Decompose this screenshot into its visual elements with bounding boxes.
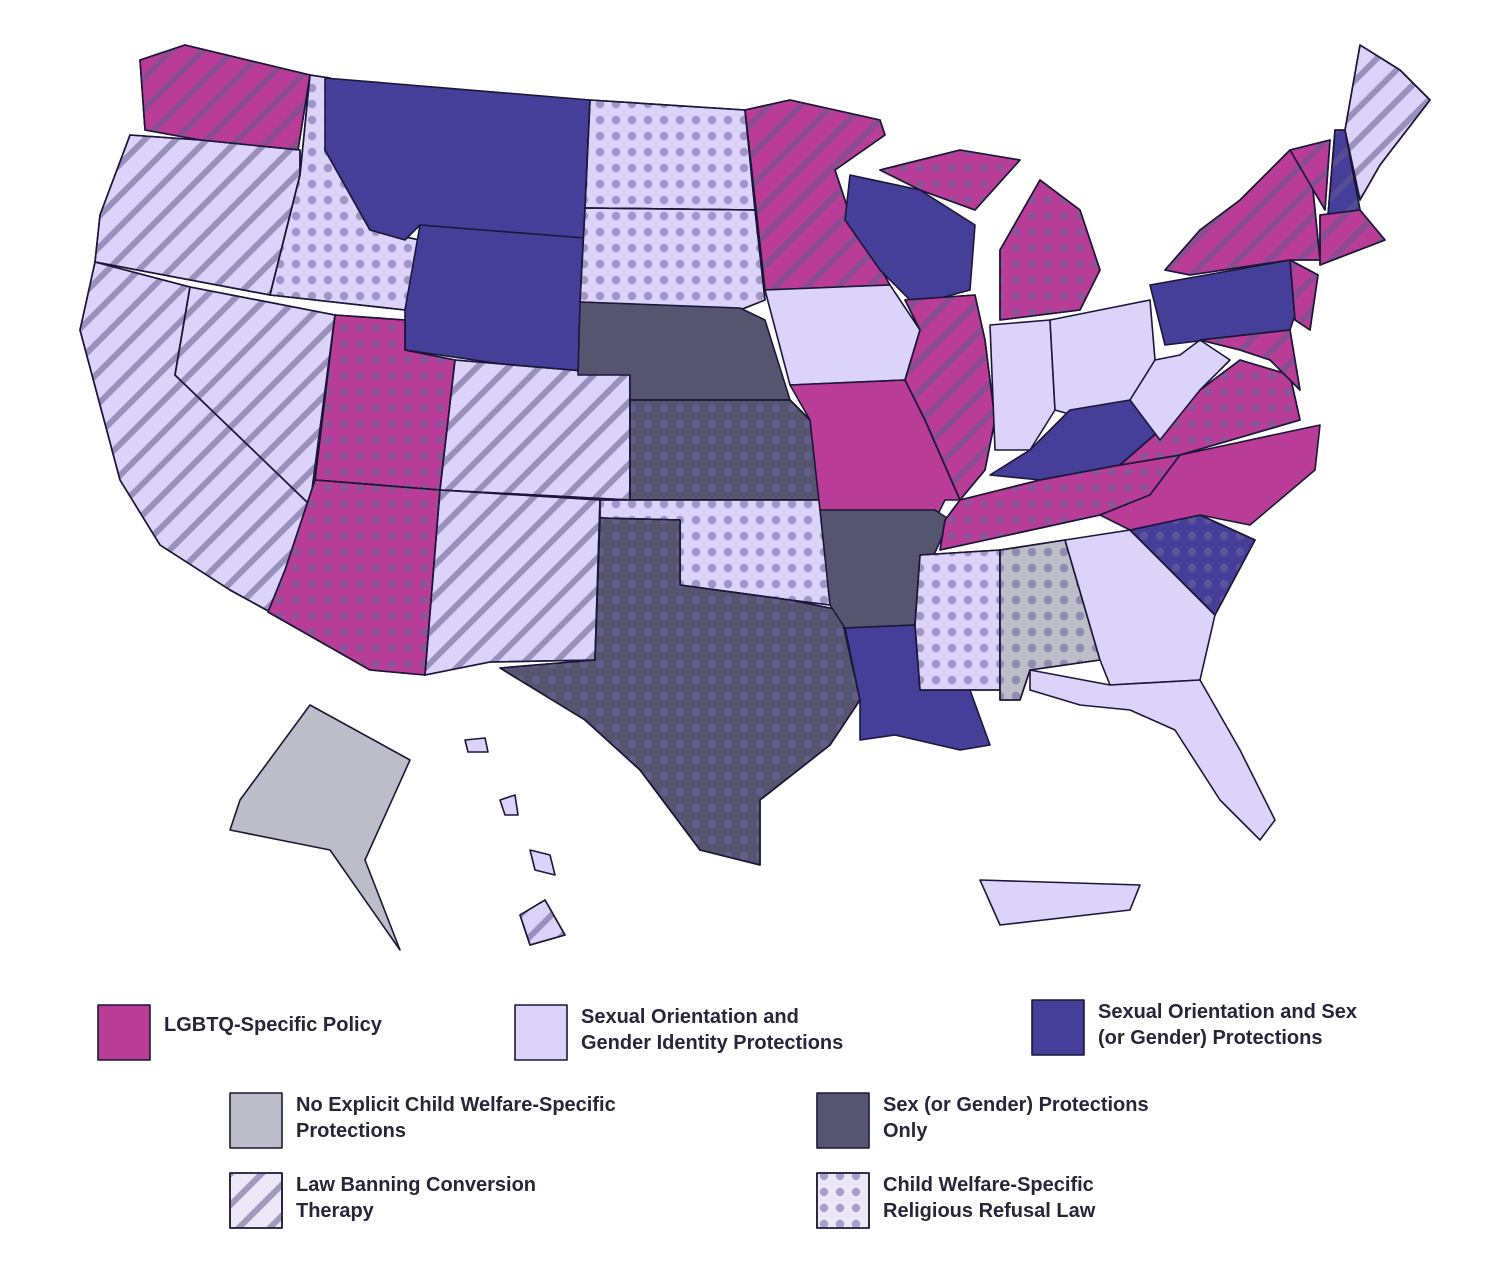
legend-label: Child Welfare-Specific — [883, 1174, 1094, 1196]
legend-label: Religious Refusal Law — [883, 1200, 1096, 1222]
state-pattern — [629, 399, 821, 501]
legend-item: Sex (or Gender) Protections Only — [816, 1092, 1149, 1149]
legend-item: Sexual Orientation and Gender Identity Pr… — [514, 1004, 843, 1061]
legend-item: Child Welfare-Specific Religious Refusal … — [816, 1172, 1096, 1229]
state-pattern — [1344, 44, 1431, 201]
legend-label: Protections — [296, 1120, 406, 1142]
state-pattern — [519, 899, 566, 946]
legend-swatch — [1031, 999, 1085, 1056]
state — [979, 879, 1141, 926]
legend-label: Therapy — [296, 1200, 375, 1222]
state-pattern — [904, 294, 996, 501]
state — [404, 224, 586, 376]
legend-label: Sexual Orientation and Sex — [1098, 1001, 1357, 1023]
legend-item: Sexual Orientation and Sex (or Gender) Pr… — [1031, 999, 1357, 1056]
state-pattern — [1289, 139, 1331, 211]
legend-label: Law Banning Conversion — [296, 1174, 536, 1196]
legend-label: Sexual Orientation and — [581, 1006, 799, 1028]
legend-label: Sex (or Gender) Protections — [883, 1094, 1149, 1116]
state-pattern — [499, 517, 861, 866]
state-pattern — [139, 44, 311, 151]
legend-swatch — [97, 1004, 151, 1061]
legend: LGBTQ-Specific Policy Sexual Orientation … — [97, 999, 1357, 1229]
state — [1129, 339, 1231, 441]
state-pattern — [999, 179, 1101, 321]
state — [764, 284, 921, 386]
state — [499, 794, 519, 816]
state-pattern — [1319, 209, 1386, 266]
state-pattern — [879, 149, 1021, 211]
state-pattern — [1199, 329, 1301, 391]
state-pattern — [1289, 259, 1319, 331]
state-pattern — [584, 99, 756, 211]
legend-swatch — [514, 1004, 568, 1061]
state-pattern — [439, 359, 631, 501]
legend-item: No Explicit Child Welfare-Specific Protec… — [229, 1092, 616, 1149]
legend-swatch-pattern — [816, 1172, 870, 1229]
state — [464, 737, 489, 753]
legend-label: (or Gender) Protections — [1098, 1027, 1322, 1049]
legend-item: Law Banning Conversion Therapy — [229, 1172, 536, 1229]
legend-label: Only — [883, 1120, 928, 1142]
state — [1099, 424, 1321, 531]
state-pattern — [1164, 149, 1321, 276]
state — [989, 319, 1056, 451]
legend-item: LGBTQ-Specific Policy — [97, 1004, 383, 1061]
state-pattern — [914, 549, 1001, 691]
legend-label: LGBTQ-Specific Policy — [164, 1014, 383, 1036]
states — [79, 44, 1431, 951]
state — [529, 849, 556, 876]
legend-swatch — [229, 1092, 283, 1149]
state — [229, 704, 411, 951]
legend-label: No Explicit Child Welfare-Specific — [296, 1094, 616, 1116]
legend-label: Gender Identity Protections — [581, 1032, 843, 1054]
state — [324, 77, 591, 241]
state — [1029, 669, 1276, 841]
state-pattern — [579, 207, 766, 311]
state-pattern — [424, 489, 601, 676]
legend-swatch — [816, 1092, 870, 1149]
legend-swatch-pattern — [229, 1172, 283, 1229]
